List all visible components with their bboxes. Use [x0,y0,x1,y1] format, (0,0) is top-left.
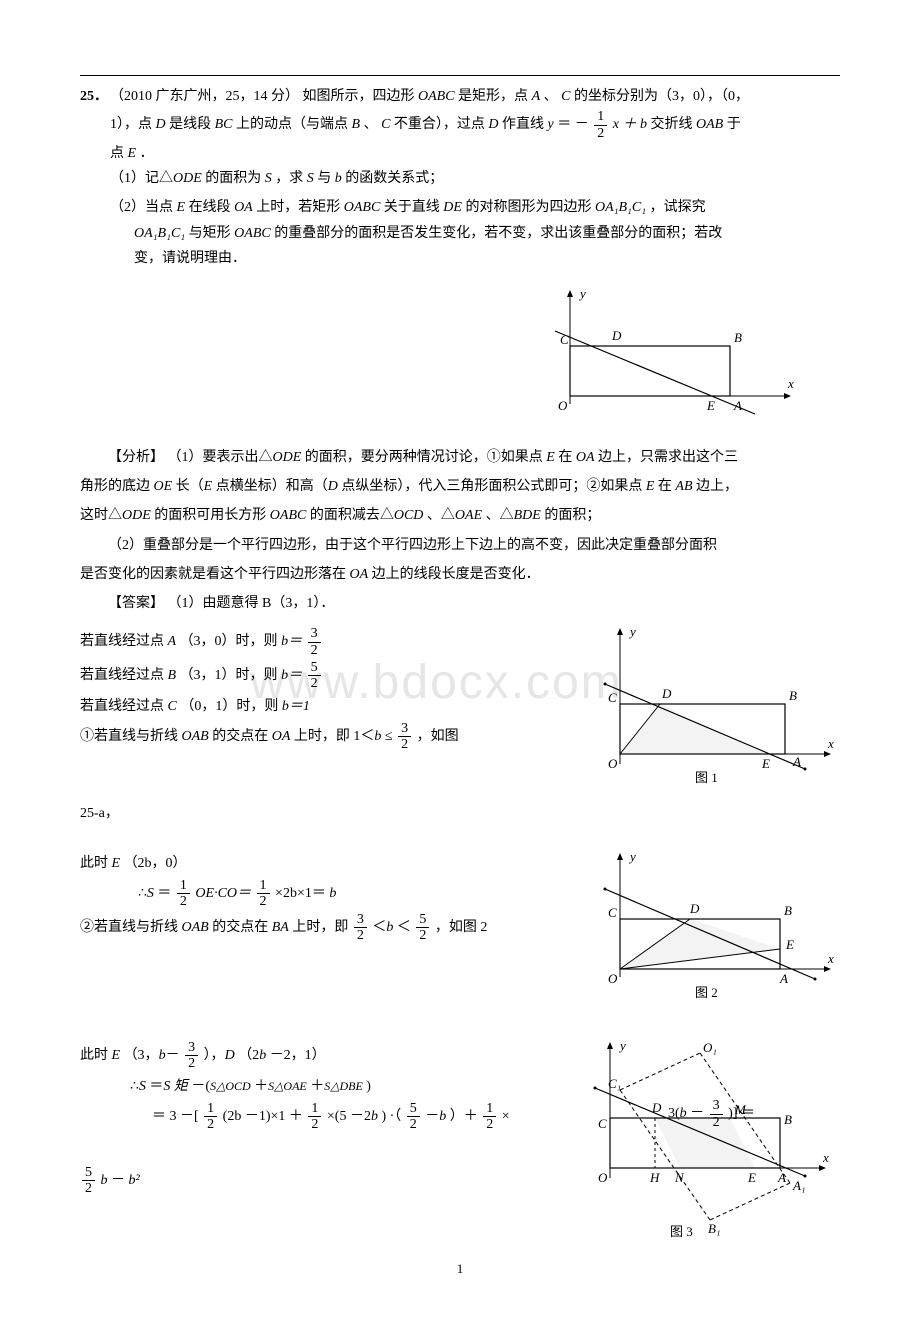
svg-text:A: A [779,971,788,986]
ans-s-expand: ∴S ＝S 矩 －(S△OCD ＋S△OAE ＋S△DBE ) [130,1074,560,1099]
svg-text:x: x [827,736,834,751]
svg-text:A: A [777,1170,786,1185]
svg-text:D: D [611,328,622,343]
figure-2: y x O C B A D E 图 2 [590,849,840,1008]
svg-text:y: y [578,286,586,301]
ans-line-c: 若直线经过点 C （0，1）时，则 b＝1 [80,694,570,719]
answer-block-1: 若直线经过点 A （3，0）时，则 b＝ 32 若直线经过点 B （3，1）时，… [80,624,840,793]
ans-line-d: ①若直线与折线 OAB 的交点在 OA 上时，即 1＜b ≤ 32 ，如图 [80,721,570,753]
analysis-p4: （2）重叠部分是一个平行四边形，由于这个平行四边形上下边上的高不变，因此决定重叠… [80,533,840,558]
analysis-title: 【分析】 [108,450,164,465]
svg-text:A: A [792,754,801,769]
frac-half: 12 [594,109,607,141]
answer-block-3: 此时 E （3，b－ 32 ），D （2b －2，1） ∴S ＝S 矩 －(S△… [80,1038,840,1247]
analysis-p2: 角形的底边 OE 长（E 点横坐标）和高（D 点纵坐标），代入三角形面积公式即可… [80,474,840,499]
ans-case2: ②若直线与折线 OAB 的交点在 BA 上时，即 32 ＜b ＜ 52 ，如图 … [80,912,570,944]
svg-text:B: B [734,330,742,345]
stem-text: 是矩形，点 [458,89,532,104]
svg-text:A: A [733,398,742,413]
ans-s-calc: ∴S ＝ 12 OE·CO＝ 12 ×2b×1＝ b [138,878,570,910]
analysis-p3: 这时△ODE 的面积可用长方形 OABC 的面积减去△OCD 、△OAE 、△B… [80,503,840,528]
svg-text:E: E [747,1170,756,1185]
svg-text:x: x [827,951,834,966]
svg-text:O: O [598,1170,608,1185]
svg-text:图 2: 图 2 [695,985,718,999]
svg-text:O: O [608,971,618,986]
svg-text:B: B [784,903,792,918]
svg-text:D: D [651,1100,662,1115]
svg-text:C: C [598,1116,607,1131]
svg-text:E: E [785,937,794,952]
problem-number: 25． [80,84,110,109]
problem-line3: 点 E ． [110,141,840,166]
fig-main-svg: y x O C B A D E [540,286,800,416]
top-rule [80,75,840,76]
svg-text:H: H [649,1170,660,1185]
svg-text:x: x [787,376,794,391]
answer-title: 【答案】 [108,596,164,611]
figure-1: y x O C B A D E 图 1 [590,624,840,793]
svg-text:O₁: O₁ [703,1040,717,1055]
problem-header: 25． （2010 广东广州，25，14 分） 如图所示，四边形 OABC 是矩… [80,84,840,109]
ans-e-coord: 此时 E （2b，0） [80,851,570,876]
problem-source: （2010 广东广州，25，14 分） [110,89,299,104]
svg-text:图 1: 图 1 [695,770,718,784]
svg-text:y: y [628,849,636,864]
stem-text: 的坐标分别为（3，0），（0， [574,89,749,104]
page-content: 25． （2010 广东广州，25，14 分） 如图所示，四边形 OABC 是矩… [80,75,840,1280]
svg-text:D: D [661,686,672,701]
analysis-p1: 【分析】 （1）要表示出△ODE 的面积，要分两种情况讨论，①如果点 E 在 O… [80,445,840,470]
stem-text: 如图所示，四边形 [303,89,419,104]
svg-text:D: D [689,901,700,916]
svg-text:E: E [706,398,715,413]
svg-text:C: C [608,690,617,705]
svg-text:E: E [761,756,770,771]
analysis-p5: 是否变化的因素就是看这个平行四边形落在 OA 边上的线段长度是否变化． [80,562,840,587]
svg-text:O: O [608,756,618,771]
svg-text:A₁: A₁ [792,1178,805,1193]
question-2-line3: 变，请说明理由． [134,246,840,271]
answer-block-2: 此时 E （2b，0） ∴S ＝ 12 OE·CO＝ 12 ×2b×1＝ b ②… [80,849,840,1008]
svg-text:O: O [558,398,568,413]
ans-line-b: 若直线经过点 B （3，1）时，则 b＝ 52 [80,660,570,692]
answer-line1: 【答案】 （1）由题意得 B（3，1）． [80,591,840,616]
svg-text:C: C [608,905,617,920]
svg-text:B₁: B₁ [708,1221,720,1236]
question-2-line2: OA₁B₁C₁ 与矩形 OABC 的重叠部分的面积是否发生变化，若不变，求出该重… [134,221,840,246]
svg-text:C: C [560,332,569,347]
ans-tail-right: 3(b － 32 )] ＝ [668,1098,755,1130]
figure-main: y x O C B A D E [80,286,800,425]
ans-s-compute: ＝ 3 －[ 12 (2b －1)×1 ＋ 12 ×(5 －2b ) ·（ 52… [152,1101,560,1133]
svg-text:图 3: 图 3 [670,1224,693,1238]
stem-text: 、 [544,89,558,104]
svg-text:N: N [674,1170,685,1185]
page-number: 1 [80,1257,840,1280]
question-2: （2）当点 E 在线段 OA 上时，若矩形 OABC 关于直线 DE 的对称图形… [110,195,840,220]
svg-text:B: B [789,688,797,703]
svg-text:C₁: C₁ [608,1076,621,1091]
problem-line2: 1），点 D 是线段 BC 上的动点（与端点 B 、 C 不重合），过点 D 作… [110,109,840,141]
ans-25a: 25-a， [80,801,840,826]
ans-line-a: 若直线经过点 A （3，0）时，则 b＝ 32 [80,626,570,658]
svg-text:y: y [618,1038,626,1053]
oabc: OABC [418,89,455,104]
question-1: （1）记△ODE 的面积为 S ，求 S 与 b 的函数关系式； [110,166,840,191]
svg-text:B: B [784,1112,792,1127]
problem-body: （2010 广东广州，25，14 分） 如图所示，四边形 OABC 是矩形，点 … [110,84,840,109]
svg-text:y: y [628,624,636,639]
svg-text:x: x [822,1150,829,1165]
ans-e-d-coord: 此时 E （3，b－ 32 ），D （2b －2，1） [80,1040,560,1072]
pt-a: A [532,89,541,104]
figure-3: y x O C B A D E H N M O₁ A₁ B₁ C₁ 图 3 [580,1038,840,1247]
pt-c: C [561,89,570,104]
